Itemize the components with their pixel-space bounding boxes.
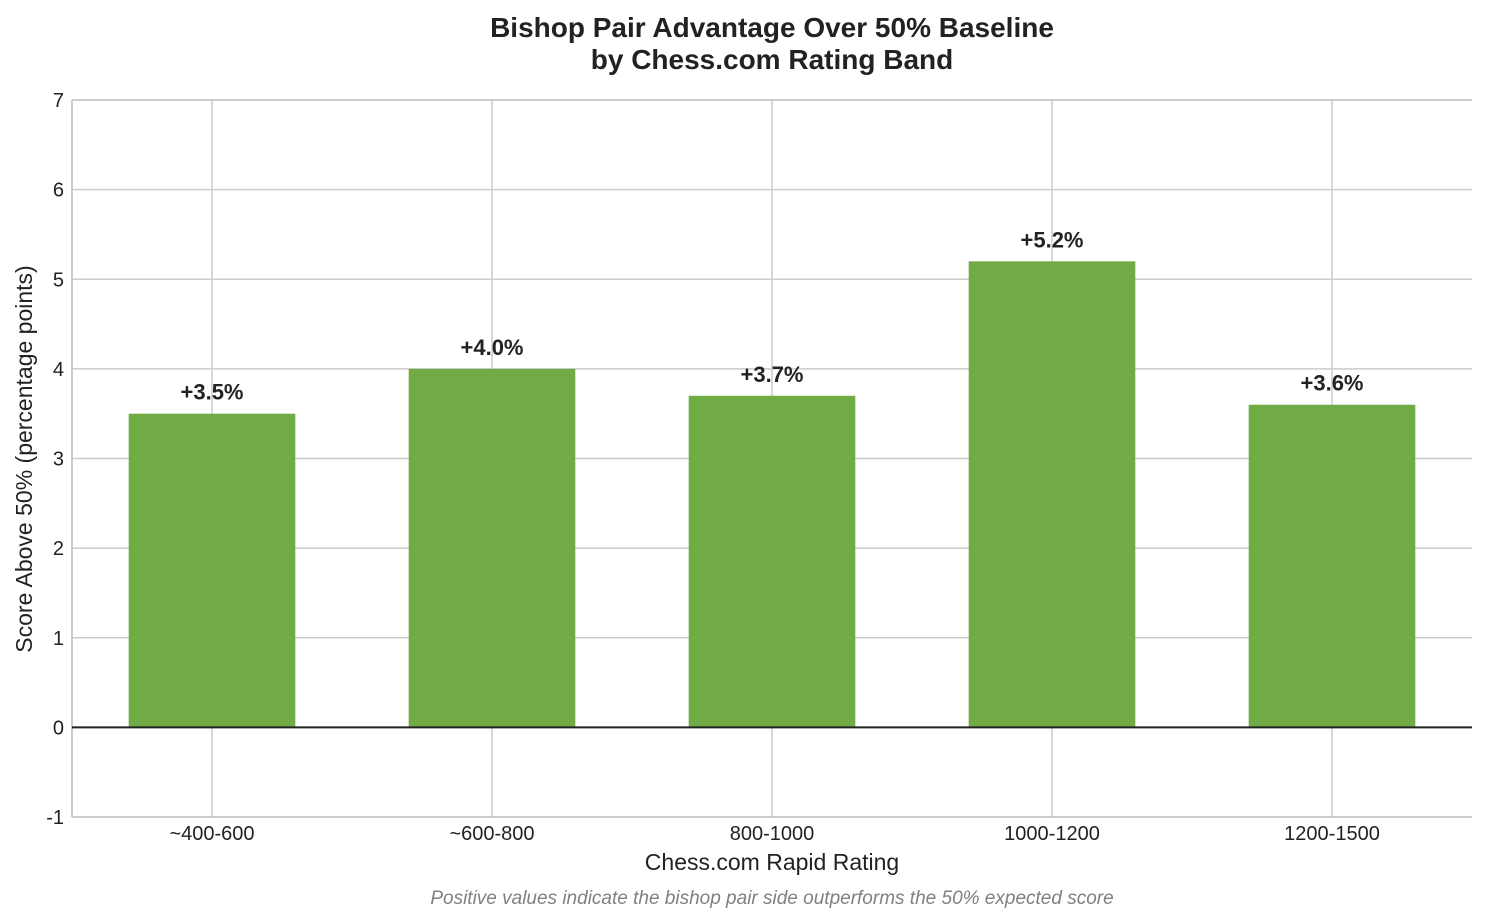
bar-value-label: +3.5%	[181, 380, 244, 405]
y-tick-label: -1	[46, 807, 64, 829]
bar-value-label: +5.2%	[1021, 227, 1084, 252]
y-tick-label: 4	[53, 359, 64, 381]
chart-footnote: Positive values indicate the bishop pair…	[430, 888, 1113, 909]
y-tick-label: 1	[53, 628, 64, 650]
bar-value-label: +3.7%	[741, 362, 804, 387]
y-tick-label: 6	[53, 180, 64, 202]
y-axis-label: Score Above 50% (percentage points)	[11, 265, 37, 652]
bar	[1248, 404, 1416, 728]
bar	[968, 261, 1136, 728]
chart-title-line-2: by Chess.com Rating Band	[591, 44, 954, 75]
chart-title-line-1: Bishop Pair Advantage Over 50% Baseline	[490, 12, 1054, 43]
chart-title: Bishop Pair Advantage Over 50% Baseline …	[490, 12, 1054, 75]
bar	[408, 368, 576, 728]
x-tick-label: 1000-1200	[1004, 823, 1100, 845]
bar-value-label: +4.0%	[461, 335, 524, 360]
bars	[128, 261, 1416, 728]
x-axis-label: Chess.com Rapid Rating	[645, 849, 899, 875]
x-tick-label: ~400-600	[169, 823, 254, 845]
y-tick-label: 3	[53, 449, 64, 471]
bar	[128, 413, 296, 728]
y-tick-label: 0	[53, 717, 64, 739]
y-tick-label: 5	[53, 269, 64, 291]
y-axis-ticks: -1 0 1 2 3 4 5 6 7	[46, 90, 64, 829]
bar	[688, 395, 856, 728]
bar-value-label: +3.6%	[1301, 371, 1364, 396]
bar-value-labels: +3.5% +4.0% +3.7% +5.2% +3.6%	[181, 227, 1364, 404]
x-tick-label: 800-1000	[730, 823, 815, 845]
x-axis-ticks: ~400-600 ~600-800 800-1000 1000-1200 1200-15…	[169, 823, 1379, 845]
plot-frame	[71, 99, 1472, 818]
x-tick-label: 1200-1500	[1284, 823, 1380, 845]
x-tick-label: ~600-800	[449, 823, 534, 845]
y-tick-label: 7	[53, 90, 64, 112]
y-tick-label: 2	[53, 538, 64, 560]
grid-lines	[72, 100, 1472, 817]
